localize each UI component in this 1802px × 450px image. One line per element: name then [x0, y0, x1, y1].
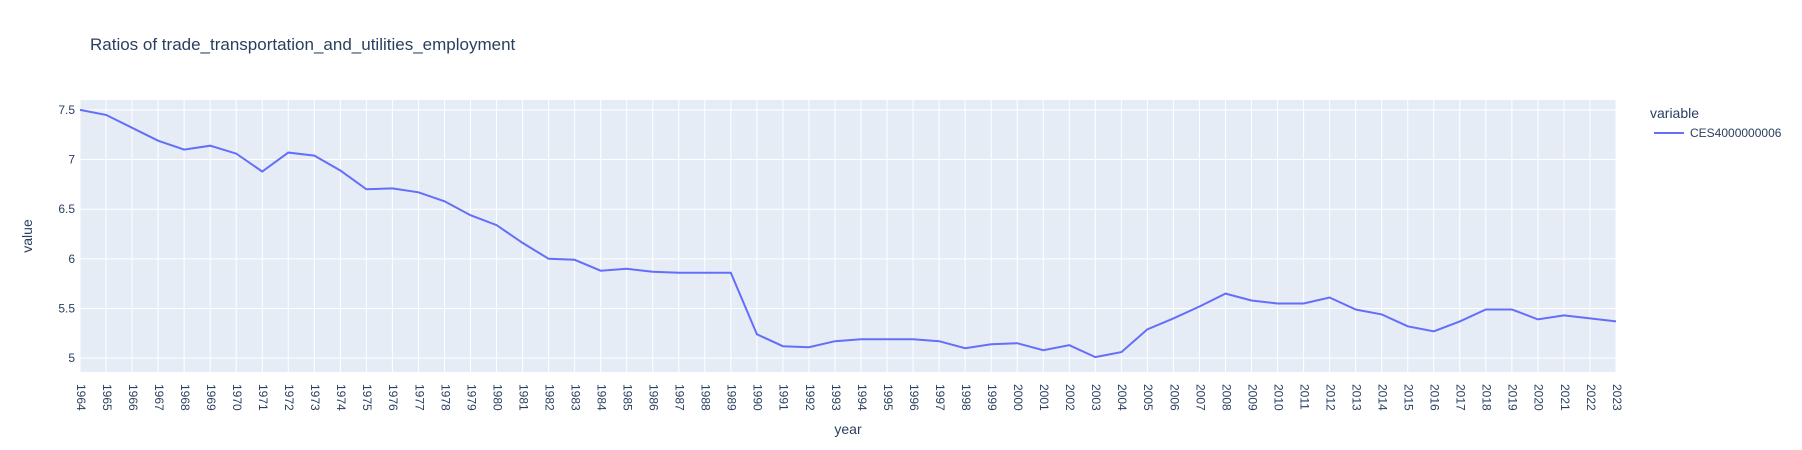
y-tick-label: 7 — [68, 153, 75, 167]
x-tick-label: 2008 — [1219, 384, 1233, 411]
x-tick-label: 1990 — [751, 384, 765, 411]
x-tick-label: 2019 — [1506, 384, 1520, 411]
x-tick-label: 2020 — [1532, 384, 1546, 411]
x-tick-label: 1974 — [334, 384, 348, 411]
x-tick-label: 2021 — [1558, 384, 1572, 411]
x-tick-label: 1993 — [829, 384, 843, 411]
x-tick-label: 1985 — [621, 384, 635, 411]
x-tick-label: 2011 — [1297, 384, 1311, 410]
x-tick-label: 1969 — [204, 384, 218, 411]
y-tick-label: 7.5 — [58, 103, 75, 117]
x-tick-label: 2001 — [1037, 384, 1051, 411]
x-tick-label: 1981 — [516, 384, 530, 411]
x-tick-label: 1982 — [542, 384, 556, 411]
x-tick-label: 2018 — [1480, 384, 1494, 411]
y-gridlines — [80, 109, 1616, 359]
x-tick-label: 2009 — [1245, 384, 1259, 411]
x-tick-label: 2003 — [1089, 384, 1103, 411]
x-tick-label: 2002 — [1063, 384, 1077, 411]
x-tick-label: 1983 — [568, 384, 582, 411]
x-tick-label: 2013 — [1349, 384, 1363, 411]
x-tick-label: 1989 — [725, 384, 739, 411]
x-tick-label: 2015 — [1402, 384, 1416, 411]
y-tick-label: 6.5 — [58, 202, 75, 216]
series-line-ces4000000006 — [79, 108, 1617, 359]
x-tick-label: 1992 — [803, 384, 817, 411]
x-tick-label: 1988 — [699, 384, 713, 411]
x-tick-label: 2007 — [1193, 384, 1207, 411]
x-tick-label: 1980 — [490, 384, 504, 411]
x-axis-title: year — [834, 421, 862, 437]
x-tick-label: 2004 — [1115, 384, 1129, 411]
x-tick-label: 1972 — [282, 384, 296, 411]
legend-title: variable — [1650, 105, 1699, 121]
y-tick-label: 5.5 — [58, 301, 75, 315]
x-tick-label: 1998 — [959, 384, 973, 411]
y-tick-labels: 5 5.5 6 6.5 7 7.5 — [58, 103, 75, 365]
x-tick-label: 1997 — [933, 384, 947, 411]
x-tick-label: 1987 — [673, 384, 687, 411]
x-tick-label: 1970 — [230, 384, 244, 411]
x-tick-label: 1977 — [412, 384, 426, 411]
x-tick-label: 1986 — [647, 384, 661, 411]
legend-entry-ces4000000006[interactable]: CES4000000006 — [1690, 126, 1782, 140]
y-axis-title: value — [19, 219, 35, 253]
x-tick-label: 1996 — [907, 384, 921, 411]
x-tick-label: 2000 — [1011, 384, 1025, 411]
x-tick-label: 2010 — [1271, 384, 1285, 411]
x-tick-label: 1966 — [126, 384, 140, 411]
x-tick-label: 1995 — [881, 384, 895, 411]
x-tick-label: 1964 — [74, 384, 88, 411]
x-tick-label: 1999 — [985, 384, 999, 411]
x-tick-label: 2022 — [1584, 384, 1598, 411]
x-tick-label: 1994 — [855, 384, 869, 411]
x-tick-label: 1973 — [308, 384, 322, 411]
x-tick-label: 1978 — [438, 384, 452, 411]
x-tick-label: 1991 — [777, 384, 791, 411]
x-tick-label: 2014 — [1376, 384, 1390, 411]
x-tick-label: 2017 — [1454, 384, 1468, 411]
x-tick-label: 1984 — [595, 384, 609, 411]
legend[interactable]: variable CES4000000006 — [1650, 105, 1782, 140]
x-tick-label: 1965 — [100, 384, 114, 411]
x-tick-labels: 1964 1965 1966 1967 1968 1969 1970 1971 1972 1973… — [74, 384, 1624, 411]
x-tick-label: 1971 — [256, 384, 270, 411]
x-tick-label: 2012 — [1323, 384, 1337, 411]
x-tick-label: 1968 — [178, 384, 192, 411]
x-tick-label: 2005 — [1141, 384, 1155, 411]
plot-area — [80, 100, 1616, 372]
chart-title: Ratios of trade_transportation_and_utili… — [90, 35, 516, 54]
x-tick-label: 1976 — [386, 384, 400, 411]
x-tick-label: 2006 — [1167, 384, 1181, 411]
x-tick-label: 1967 — [152, 384, 166, 411]
x-tick-label: 2023 — [1610, 384, 1624, 411]
x-tick-label: 1979 — [464, 384, 478, 411]
x-tick-label: 1975 — [360, 384, 374, 411]
y-tick-label: 6 — [68, 252, 75, 266]
x-tick-label: 2016 — [1428, 384, 1442, 411]
y-tick-label: 5 — [68, 351, 75, 365]
